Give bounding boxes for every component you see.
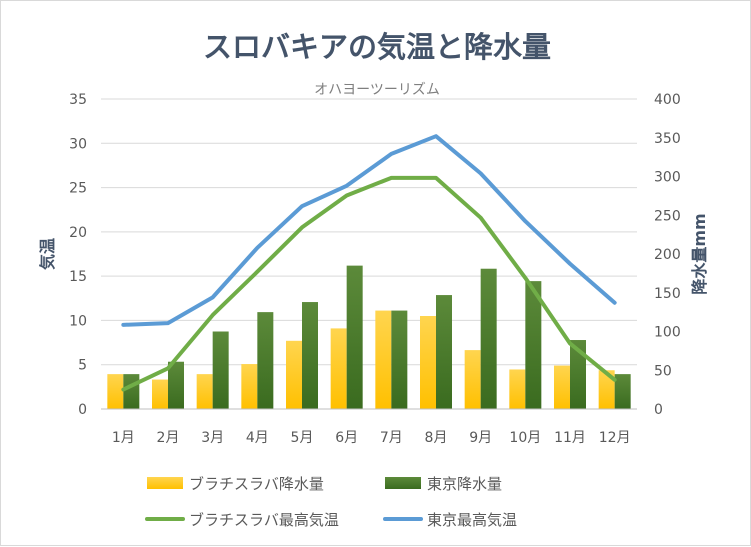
bar-bratislava-precip — [196, 374, 213, 409]
y-right-tick-label: 50 — [654, 363, 672, 379]
y-left-tick-label: 20 — [69, 225, 87, 241]
bar-tokyo-precip — [346, 265, 363, 409]
x-tick-label: 11月 — [554, 430, 586, 446]
y-right-tick-label: 200 — [654, 247, 681, 263]
x-tick-label: 5月 — [291, 430, 314, 446]
y-left-tick-label: 0 — [78, 402, 87, 418]
y-right-tick-label: 300 — [654, 170, 681, 186]
x-tick-label: 7月 — [380, 430, 403, 446]
y-left-axis-label: 気温 — [38, 238, 57, 270]
y-right-tick-label: 0 — [654, 402, 663, 418]
bar-bratislava-precip — [241, 364, 258, 409]
x-tick-label: 3月 — [201, 430, 224, 446]
bar-bratislava-precip — [464, 350, 481, 409]
line-tokyo-max-temp — [121, 134, 617, 327]
bar-bratislava-precip — [330, 328, 347, 409]
y-right-tick-label: 400 — [654, 92, 681, 108]
legend-label: 東京最高気温 — [427, 511, 517, 529]
y-right-tick-label: 100 — [654, 325, 681, 341]
bar-tokyo-precip — [614, 374, 631, 409]
bar-tokyo-precip — [570, 340, 586, 409]
x-tick-label: 9月 — [469, 430, 492, 446]
bar-series — [107, 265, 631, 409]
x-tick-label: 4月 — [246, 430, 269, 446]
chart-subtitle: オハヨーツーリズム — [314, 82, 440, 98]
bar-tokyo-precip — [123, 374, 140, 409]
legend-swatch-bar — [385, 477, 421, 489]
bar-tokyo-precip — [480, 268, 497, 409]
line-bratislava-max-temp — [121, 175, 617, 392]
bar-bratislava-precip — [152, 379, 168, 409]
y-left-tick-label: 15 — [69, 269, 87, 285]
legend-label: ブラチスラバ降水量 — [189, 475, 324, 493]
y-right-tick-label: 250 — [654, 208, 681, 224]
bar-bratislava-precip — [509, 369, 526, 409]
bar-bratislava-precip — [375, 310, 392, 409]
y-left-tick-label: 35 — [69, 92, 87, 108]
y-left-tick-label: 5 — [78, 358, 87, 374]
legend-label: 東京降水量 — [427, 475, 502, 493]
bar-tokyo-precip — [436, 295, 452, 409]
chart-title: スロバキアの気温と降水量 — [203, 30, 551, 64]
bar-tokyo-precip — [168, 361, 184, 409]
x-tick-label: 2月 — [157, 430, 180, 446]
bar-tokyo-precip — [302, 302, 318, 409]
legend-swatch-bar — [147, 477, 183, 489]
bar-bratislava-precip — [598, 370, 615, 409]
y-right-tick-label: 150 — [654, 286, 681, 302]
x-tick-label: 12月 — [599, 430, 631, 446]
line-series — [121, 134, 617, 392]
x-tick-label: 1月 — [112, 430, 135, 446]
y-left-tick-label: 25 — [69, 181, 87, 197]
x-tick-label: 6月 — [335, 430, 358, 446]
bar-tokyo-precip — [391, 310, 408, 409]
bar-tokyo-precip — [212, 331, 229, 409]
legend-label: ブラチスラバ最高気温 — [189, 511, 339, 529]
bar-bratislava-precip — [286, 340, 302, 409]
y-left-tick-label: 10 — [69, 313, 87, 329]
y-right-axis-label: 降水量mm — [690, 213, 709, 294]
bar-tokyo-precip — [525, 281, 542, 409]
bar-bratislava-precip — [107, 374, 124, 409]
y-right-tick-label: 350 — [654, 131, 681, 147]
x-tick-label: 8月 — [425, 430, 448, 446]
bar-bratislava-precip — [554, 365, 570, 409]
y-left-tick-label: 30 — [69, 136, 87, 152]
x-tick-label: 10月 — [509, 430, 541, 446]
axes: 051015202530350501001502002503003504001月… — [69, 92, 681, 446]
bar-tokyo-precip — [257, 312, 274, 409]
bar-bratislava-precip — [420, 316, 436, 409]
